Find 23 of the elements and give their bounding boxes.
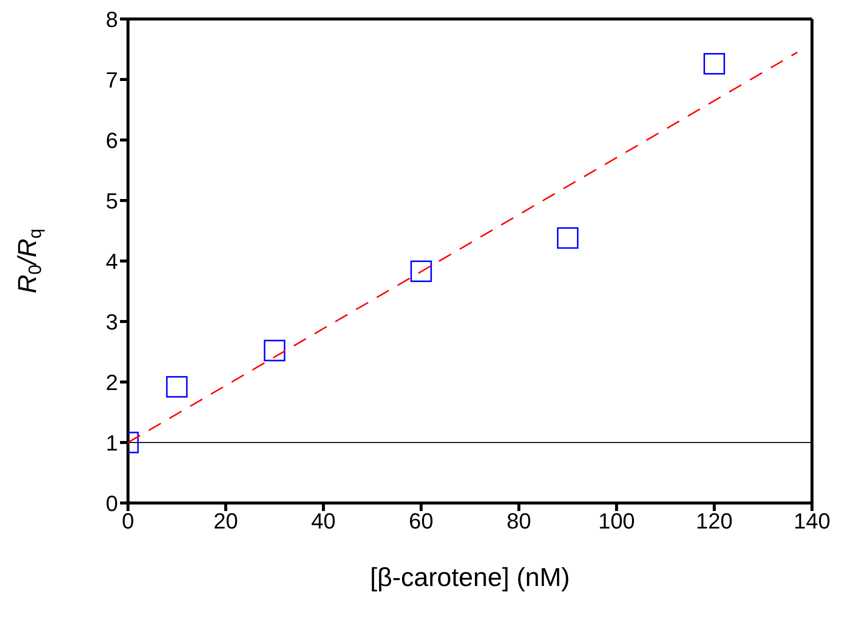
y-tick-label: 3 — [106, 309, 118, 334]
y-tick-label: 5 — [106, 188, 118, 214]
y-tick-label: 1 — [106, 430, 118, 456]
x-tick-label: 0 — [122, 508, 134, 534]
point — [410, 260, 432, 282]
y-tick-label: 0 — [106, 490, 118, 516]
point — [264, 340, 286, 362]
y-tick-label: 7 — [106, 67, 118, 92]
x-tick-label: 40 — [311, 508, 336, 534]
y-tick-label: 8 — [106, 6, 118, 32]
x-tick-label: 100 — [598, 508, 635, 534]
x-tick-label: 120 — [696, 508, 733, 534]
point — [556, 227, 578, 249]
x-tick-label: 80 — [506, 508, 532, 534]
point — [704, 53, 726, 75]
x-axis-title: [β-carotene] (nM) — [370, 562, 570, 592]
x-tick-label: 60 — [408, 508, 434, 534]
y-tick-label: 4 — [106, 248, 118, 274]
y-tick-label: 2 — [106, 370, 118, 395]
x-tick-label: 140 — [794, 508, 830, 534]
y-tick-label: 6 — [106, 128, 118, 153]
x-tick-label: 20 — [213, 508, 238, 534]
point — [166, 376, 188, 398]
